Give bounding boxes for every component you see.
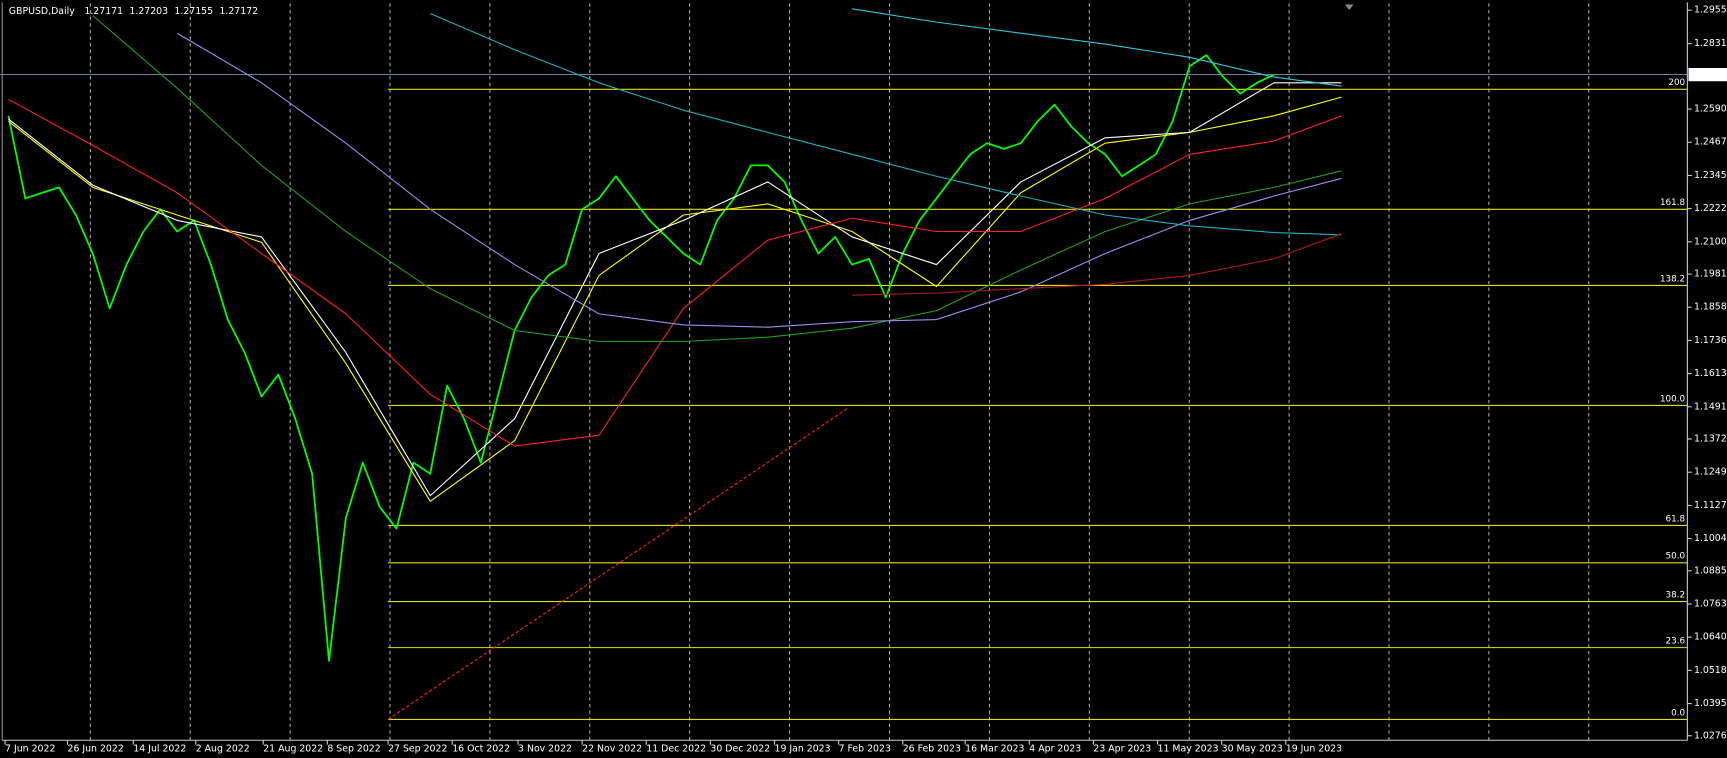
y-tick-label: 1.18585 <box>1694 302 1727 313</box>
moving-average <box>8 82 1342 497</box>
fibo-label: 161.8 <box>1660 198 1685 208</box>
x-tick-label: 19 Jan 2023 <box>774 744 830 755</box>
fibo-label: 0.0 <box>1671 708 1685 718</box>
x-tick-label: 11 May 2023 <box>1158 744 1219 755</box>
y-tick-label: 1.10045 <box>1694 533 1727 544</box>
x-tick-label: 21 Aug 2022 <box>263 744 323 755</box>
fibo-label: 138.2 <box>1660 274 1685 284</box>
fibo-label: 100.0 <box>1660 394 1686 404</box>
x-tick-label: 26 Feb 2023 <box>903 744 961 755</box>
x-tick-label: 26 Jun 2022 <box>67 744 123 755</box>
x-tick-label: 7 Jun 2022 <box>5 744 55 755</box>
ohlc-close: 1.27172 <box>219 6 258 17</box>
fibo-label: 50.0 <box>1666 552 1686 562</box>
price-line <box>7 54 1275 662</box>
moving-average <box>8 98 1342 447</box>
moving-average <box>92 15 1342 343</box>
chart-header: GBPUSD,Daily 1.27171 1.27203 1.27155 1.2… <box>9 6 258 17</box>
y-tick-label: 1.03955 <box>1694 698 1727 709</box>
y-tick-label: 1.29550 <box>1694 5 1727 16</box>
moving-average <box>430 12 1342 236</box>
x-tick-label: 7 Feb 2023 <box>839 744 891 755</box>
x-tick-label: 11 Dec 2022 <box>646 744 706 755</box>
y-tick-label: 1.24675 <box>1694 137 1727 148</box>
fibo-label: 38.2 <box>1666 590 1686 600</box>
moving-average <box>852 233 1342 296</box>
y-tick-label: 1.17360 <box>1694 335 1727 346</box>
y-tick-label: 1.16135 <box>1694 368 1727 379</box>
fibo-label: 200 <box>1668 78 1685 88</box>
fibo-label: 61.8 <box>1666 514 1686 524</box>
y-tick-label: 1.22225 <box>1694 203 1727 214</box>
y-tick-label: 1.28315 <box>1694 38 1727 49</box>
ohlc-open: 1.27171 <box>84 6 123 17</box>
x-tick-label: 16 Oct 2022 <box>452 744 510 755</box>
bid-label: 1.27172 <box>1692 69 1727 80</box>
plot: 0.0 23.6 38.2 50.0 61.8 100.0 138.2 161.8 200 <box>0 8 1688 720</box>
bid-label-box <box>1688 68 1727 82</box>
x-tick-label: 2 Aug 2022 <box>196 744 250 755</box>
x-tick-label: 3 Nov 2022 <box>518 744 572 755</box>
y-tick-label: 1.19810 <box>1694 269 1727 280</box>
y-tick-label: 1.07630 <box>1694 598 1727 609</box>
x-tick-label: 19 Jun 2023 <box>1286 744 1342 755</box>
x-tick-label: 8 Sep 2022 <box>327 744 380 755</box>
y-tick-label: 1.14910 <box>1694 401 1727 412</box>
x-tick-label: 30 May 2023 <box>1222 744 1283 755</box>
moving-average <box>852 8 1342 87</box>
x-tick-label: 23 Apr 2023 <box>1093 744 1151 755</box>
y-tick-label: 1.02765 <box>1694 730 1727 741</box>
x-tick-label: 22 Nov 2022 <box>582 744 642 755</box>
y-tick-label: 1.05180 <box>1694 665 1727 676</box>
y-tick-label: 1.12495 <box>1694 467 1727 478</box>
y-tick-label: 1.23450 <box>1694 170 1727 181</box>
moving-average <box>176 32 1342 328</box>
y-tick-label: 1.06405 <box>1694 632 1727 643</box>
y-tick-label: 1.21000 <box>1694 236 1727 247</box>
y-tick-label: 1.11270 <box>1694 500 1727 511</box>
y-tick-label: 1.13720 <box>1694 434 1727 445</box>
ohlc-low: 1.27155 <box>174 6 213 17</box>
x-tick-label: 27 Sep 2022 <box>388 744 447 755</box>
fibo-label: 23.6 <box>1666 637 1686 647</box>
chart-title: GBPUSD,Daily <box>9 6 75 17</box>
shift-marker <box>1344 4 1354 11</box>
x-tick-label: 16 Mar 2023 <box>965 744 1024 755</box>
fibo-trendline <box>387 407 850 720</box>
x-tick-label: 4 Apr 2023 <box>1029 744 1081 755</box>
y-tick-label: 1.08855 <box>1694 565 1727 576</box>
x-tick-label: 14 Jul 2022 <box>133 744 186 755</box>
ohlc-high: 1.27203 <box>129 6 168 17</box>
y-tick-label: 1.25900 <box>1694 104 1727 115</box>
x-tick-label: 30 Dec 2022 <box>710 744 770 755</box>
